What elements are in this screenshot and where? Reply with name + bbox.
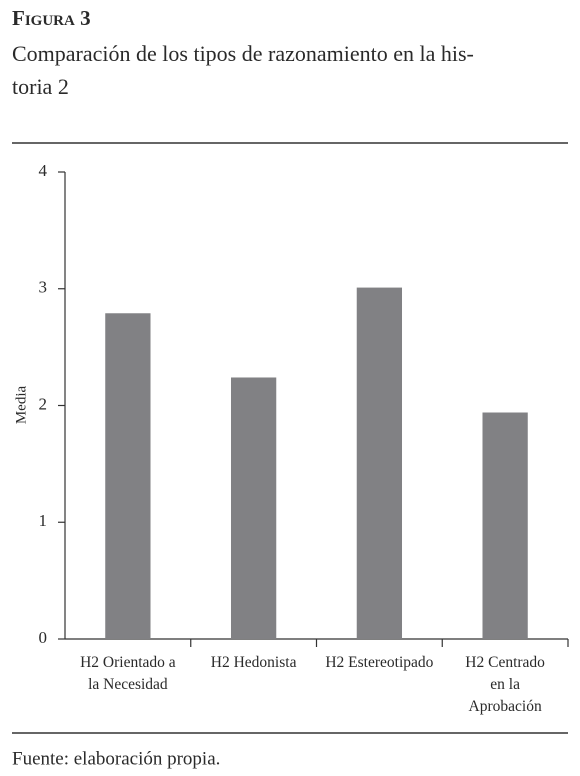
y-axis-label: Media (13, 386, 29, 425)
bar (356, 287, 403, 639)
x-tick-label: H2 Orientado a la Necesidad (80, 654, 176, 693)
y-tick-label: 4 (39, 161, 48, 180)
source-note: Fuente: elaboración propia. (12, 748, 220, 769)
y-tick-label: 0 (39, 628, 48, 647)
y-tick-label: 2 (39, 394, 48, 413)
bar (482, 412, 528, 639)
bar (105, 313, 151, 639)
x-tick-label: H2 Centrado en la Aprobación (465, 654, 545, 715)
y-tick-label: 1 (39, 511, 48, 530)
figure-label: Figura 3 (12, 6, 91, 30)
bar (230, 377, 277, 639)
y-tick-label: 3 (39, 278, 48, 297)
x-tick-label: H2 Hedonista (210, 654, 297, 671)
chart-title: Comparación de los tipos de razonamiento… (12, 41, 474, 66)
x-tick-label: H2 Estereotipado (325, 654, 434, 671)
chart-title: toria 2 (12, 74, 69, 99)
